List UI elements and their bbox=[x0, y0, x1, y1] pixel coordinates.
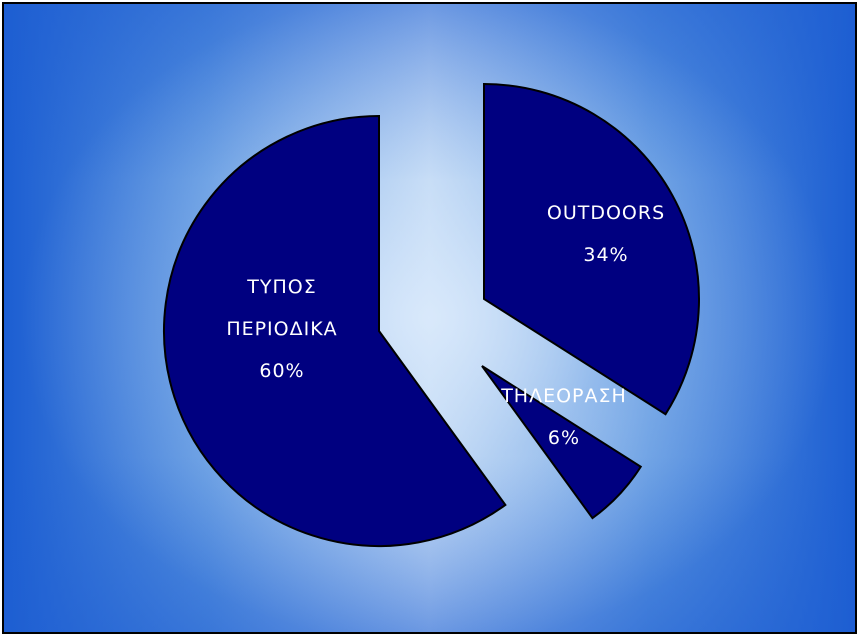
slice-1-value-label: 34% bbox=[583, 244, 628, 266]
slice-2-value-label: 6% bbox=[548, 427, 580, 449]
slice-2-category-label: ΤΗΛΕΟΡΑΣΗ bbox=[500, 385, 627, 407]
pie-chart: ΤΥΠΟΣ ΠΕΡΙΟΔΙΚΑ 60% OUTDOORS 34% ΤΗΛΕΟΡΑΣΗ 6% bbox=[163, 82, 700, 547]
slice-0-category-label: ΤΥΠΟΣ bbox=[246, 276, 316, 298]
pie-slice-0 bbox=[163, 114, 507, 547]
slice-0-category-label: ΠΕΡΙΟΔΙΚΑ bbox=[226, 318, 337, 340]
pie-slice-2 bbox=[481, 365, 643, 520]
pie-slice-1 bbox=[483, 82, 700, 416]
slice-1-category-label: OUTDOORS bbox=[547, 202, 665, 224]
slice-0-value-label: 60% bbox=[259, 360, 304, 382]
